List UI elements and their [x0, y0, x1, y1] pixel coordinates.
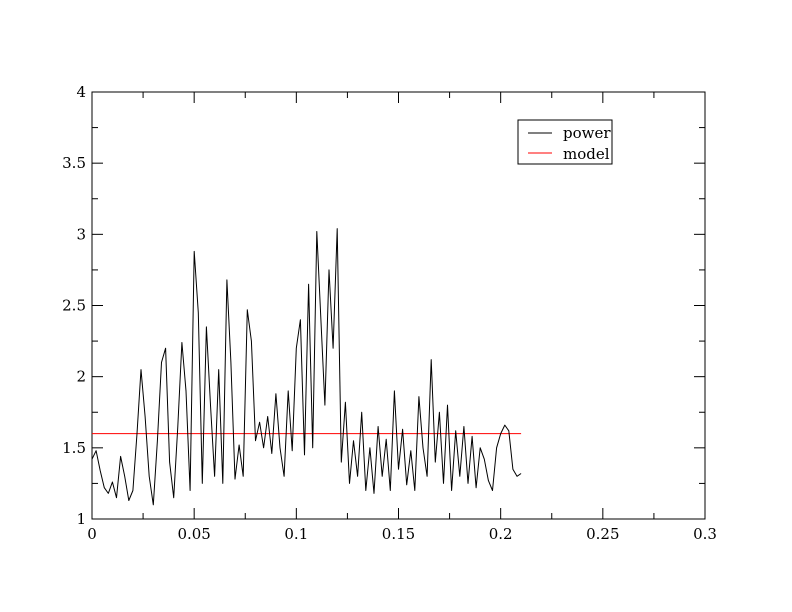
series-line-power — [91, 228, 522, 506]
x-tick-label: 0.2 — [489, 525, 513, 543]
legend-box — [517, 119, 613, 165]
x-tick-label: 0.05 — [177, 525, 210, 543]
legend-label-power: power — [563, 124, 611, 142]
x-tick-label: 0.3 — [693, 525, 717, 543]
x-tick-label: 0 — [87, 525, 97, 543]
y-tick-label: 3.5 — [62, 154, 86, 172]
axis-ticks — [91, 91, 706, 520]
y-tick-label: 4 — [76, 83, 86, 101]
y-tick-labels: 1 1.5 2 2.5 3 3.5 4 — [62, 83, 86, 528]
legend-label-model: model — [563, 145, 610, 163]
legend: power model — [517, 119, 613, 165]
plot-frame — [91, 91, 706, 520]
x-tick-label: 0.15 — [382, 525, 415, 543]
series-lines — [91, 228, 522, 506]
x-tick-label: 0.1 — [284, 525, 308, 543]
y-tick-label: 3 — [76, 225, 86, 243]
y-tick-label: 1.5 — [62, 439, 86, 457]
y-tick-label: 2 — [76, 368, 86, 386]
x-tick-label: 0.25 — [586, 525, 619, 543]
y-tick-label: 2.5 — [62, 297, 86, 315]
x-tick-labels: 0 0.05 0.1 0.15 0.2 0.25 0.3 — [87, 525, 717, 543]
y-tick-label: 1 — [76, 510, 86, 528]
